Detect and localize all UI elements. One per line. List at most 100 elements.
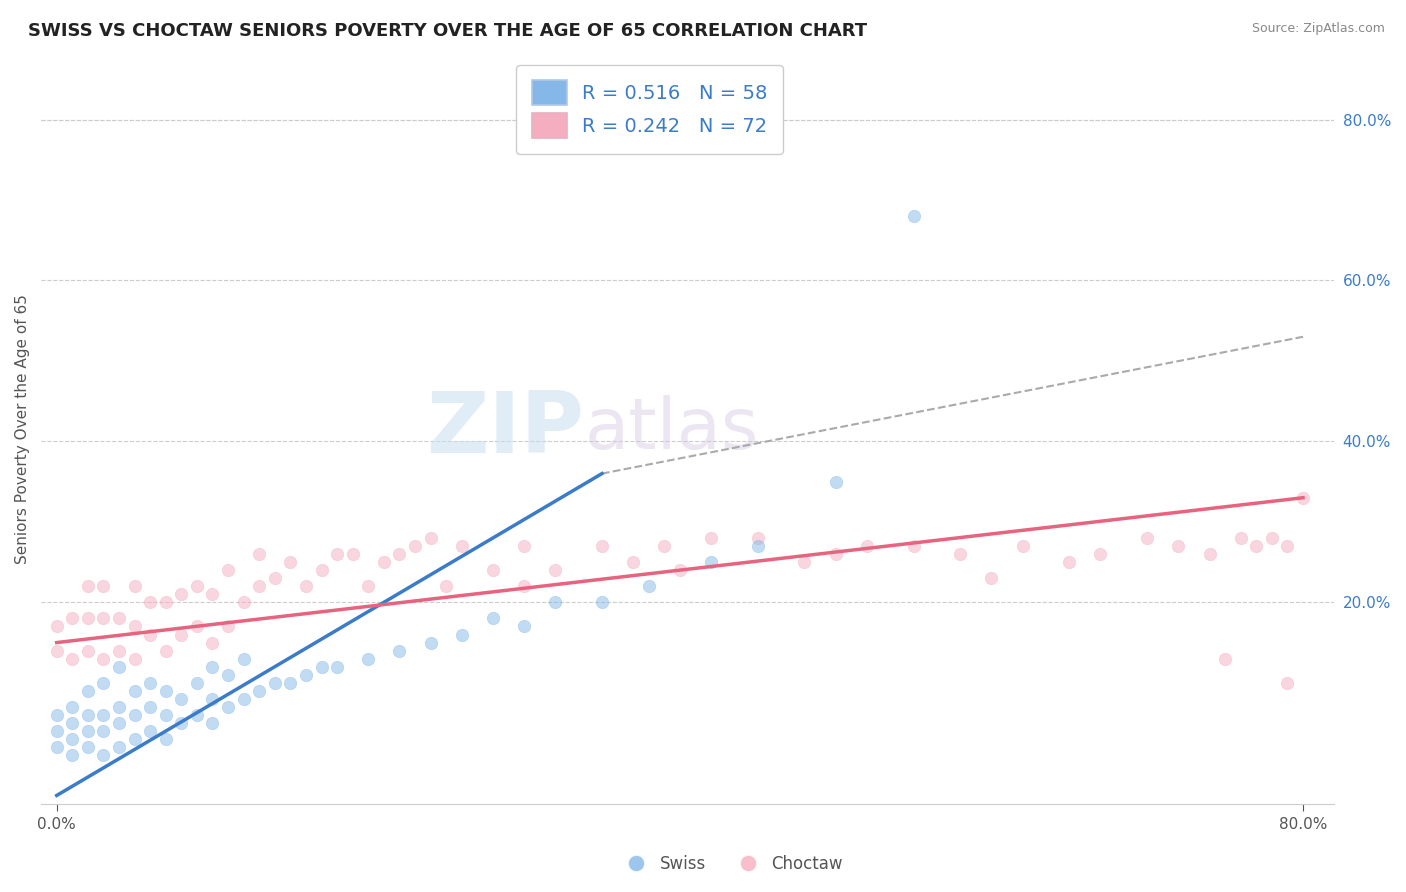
- Point: [669, 563, 692, 577]
- Point: [1136, 531, 1159, 545]
- Point: [949, 547, 972, 561]
- Point: [139, 627, 162, 641]
- Point: [482, 611, 505, 625]
- Point: [263, 675, 285, 690]
- Point: [108, 700, 131, 714]
- Point: [1011, 539, 1033, 553]
- Point: [170, 692, 193, 706]
- Point: [450, 539, 472, 553]
- Point: [45, 619, 67, 633]
- Point: [93, 579, 115, 593]
- Point: [155, 595, 177, 609]
- Point: [621, 555, 644, 569]
- Point: [45, 724, 67, 739]
- Point: [60, 651, 83, 665]
- Point: [1277, 675, 1299, 690]
- Point: [45, 708, 67, 723]
- Point: [201, 716, 224, 731]
- Point: [747, 539, 769, 553]
- Point: [326, 547, 349, 561]
- Point: [482, 563, 505, 577]
- Point: [76, 740, 98, 755]
- Point: [980, 571, 1002, 585]
- Point: [232, 651, 254, 665]
- Point: [124, 651, 146, 665]
- Point: [1167, 539, 1189, 553]
- Point: [108, 643, 131, 657]
- Point: [357, 579, 380, 593]
- Point: [170, 716, 193, 731]
- Point: [434, 579, 457, 593]
- Legend: Swiss, Choctaw: Swiss, Choctaw: [613, 848, 849, 880]
- Point: [93, 724, 115, 739]
- Point: [76, 579, 98, 593]
- Point: [217, 700, 239, 714]
- Point: [373, 555, 395, 569]
- Point: [201, 635, 224, 649]
- Point: [247, 547, 270, 561]
- Point: [93, 651, 115, 665]
- Point: [155, 732, 177, 747]
- Point: [45, 643, 67, 657]
- Point: [419, 531, 441, 545]
- Point: [217, 619, 239, 633]
- Point: [93, 748, 115, 763]
- Point: [124, 708, 146, 723]
- Point: [232, 692, 254, 706]
- Point: [419, 635, 441, 649]
- Point: [1090, 547, 1112, 561]
- Point: [450, 627, 472, 641]
- Point: [700, 531, 723, 545]
- Point: [513, 579, 536, 593]
- Point: [76, 683, 98, 698]
- Point: [93, 708, 115, 723]
- Point: [76, 643, 98, 657]
- Point: [60, 732, 83, 747]
- Point: [388, 643, 411, 657]
- Point: [170, 627, 193, 641]
- Point: [217, 563, 239, 577]
- Point: [280, 675, 302, 690]
- Point: [76, 724, 98, 739]
- Point: [186, 708, 208, 723]
- Point: [124, 732, 146, 747]
- Point: [93, 675, 115, 690]
- Point: [311, 659, 333, 673]
- Point: [1246, 539, 1268, 553]
- Point: [1229, 531, 1251, 545]
- Point: [155, 708, 177, 723]
- Point: [513, 539, 536, 553]
- Point: [1277, 539, 1299, 553]
- Point: [186, 579, 208, 593]
- Point: [217, 667, 239, 681]
- Point: [108, 611, 131, 625]
- Point: [139, 724, 162, 739]
- Point: [124, 683, 146, 698]
- Point: [155, 643, 177, 657]
- Point: [60, 700, 83, 714]
- Point: [357, 651, 380, 665]
- Point: [295, 667, 318, 681]
- Point: [637, 579, 659, 593]
- Point: [247, 579, 270, 593]
- Point: [139, 700, 162, 714]
- Point: [186, 619, 208, 633]
- Point: [311, 563, 333, 577]
- Point: [201, 659, 224, 673]
- Point: [295, 579, 318, 593]
- Point: [591, 539, 613, 553]
- Point: [903, 539, 925, 553]
- Point: [1292, 491, 1315, 505]
- Point: [186, 675, 208, 690]
- Point: [544, 595, 567, 609]
- Point: [45, 740, 67, 755]
- Y-axis label: Seniors Poverty Over the Age of 65: Seniors Poverty Over the Age of 65: [15, 294, 30, 565]
- Point: [903, 209, 925, 223]
- Point: [652, 539, 675, 553]
- Point: [108, 659, 131, 673]
- Text: SWISS VS CHOCTAW SENIORS POVERTY OVER THE AGE OF 65 CORRELATION CHART: SWISS VS CHOCTAW SENIORS POVERTY OVER TH…: [28, 22, 868, 40]
- Point: [591, 595, 613, 609]
- Point: [1198, 547, 1220, 561]
- Point: [342, 547, 364, 561]
- Point: [824, 475, 846, 489]
